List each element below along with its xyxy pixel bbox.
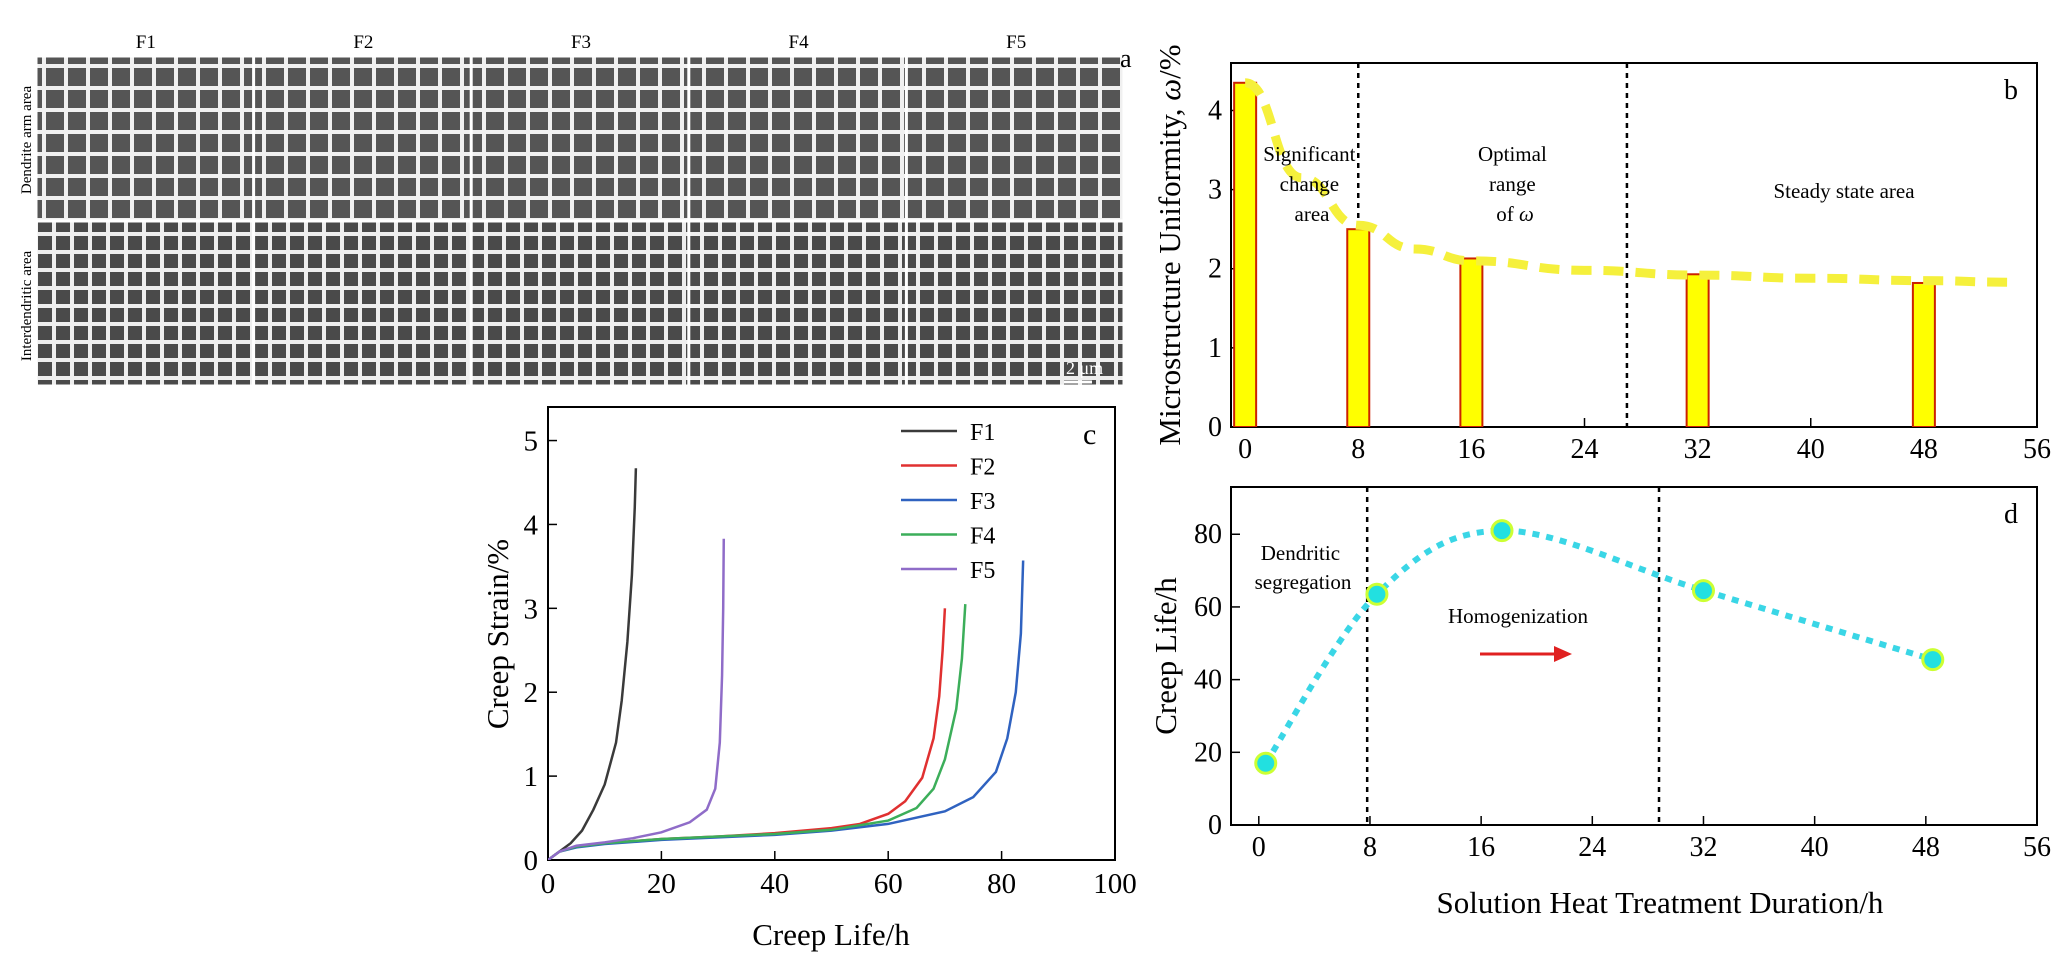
annotation-dendritic: Dendritic segregation xyxy=(1255,541,1352,594)
annotation-optimal: Optimal range of ω xyxy=(1478,142,1552,226)
y-tick-label-d: 40 xyxy=(1194,665,1222,696)
row-label-dendrite: Dendrite arm area xyxy=(19,86,35,195)
y-tick-label-d: 20 xyxy=(1194,737,1222,768)
plot-frame-d xyxy=(1230,486,2038,826)
panel-b-tag: b xyxy=(2004,75,2018,106)
data-point xyxy=(1691,579,1715,603)
data-point xyxy=(1921,648,1945,672)
annotation-homogenization: Homogenization xyxy=(1448,604,1588,628)
column-label: F3 xyxy=(571,32,591,53)
plot-frame-b xyxy=(1230,62,2038,428)
x-tick-label-d: 32 xyxy=(1689,832,1717,863)
y-tick-label-b: 4 xyxy=(1208,95,1222,126)
y-tick-label-c: 1 xyxy=(524,761,539,793)
micrograph-f4-interdendritic xyxy=(689,221,906,386)
data-point xyxy=(1365,582,1389,606)
arrow-icon xyxy=(1480,646,1572,662)
series-line-f1 xyxy=(548,468,638,860)
y-tick-label-d: 0 xyxy=(1208,810,1222,841)
x-tick-label-d: 56 xyxy=(2023,832,2051,863)
y-tick-label-b: 0 xyxy=(1208,412,1222,443)
data-point xyxy=(1490,519,1514,543)
column-label: F1 xyxy=(136,32,156,53)
legend-label: F5 xyxy=(970,558,995,584)
micrograph-f5-dendrite xyxy=(906,56,1124,221)
bar xyxy=(1459,257,1484,427)
x-tick-label-c: 80 xyxy=(987,868,1016,900)
row-label-interdendritic: Interdendritic area xyxy=(19,250,35,361)
ylabel-b: Microstructure Uniformity, ω/% xyxy=(1152,44,1187,445)
plot-frame-c xyxy=(547,406,1116,861)
y-tick-label-c: 0 xyxy=(524,845,539,877)
micrograph-f1-interdendritic xyxy=(36,221,254,386)
x-tick-label-b: 0 xyxy=(1238,434,1252,465)
micrograph-f1-dendrite xyxy=(36,56,254,221)
column-label: F5 xyxy=(1006,32,1026,53)
micrograph-f2-dendrite xyxy=(254,56,471,221)
series-line-d xyxy=(1263,527,1934,765)
column-label: F2 xyxy=(353,32,373,53)
uniformity-bar-chart: 0 8 16 24 32 40 48 56 0 1 2 3 4 b Microstructure Uni… xyxy=(1152,44,2051,465)
y-tick-label-c: 5 xyxy=(524,426,539,458)
x-tick-label-d: 0 xyxy=(1252,832,1266,863)
y-tick-label-d: 60 xyxy=(1194,592,1222,623)
annotation-steady: Steady state area xyxy=(1773,179,1915,203)
x-tick-label-c: 40 xyxy=(760,868,789,900)
y-tick-label-d: 80 xyxy=(1194,519,1222,550)
x-tick-label-d: 48 xyxy=(1912,832,1940,863)
creep-strain-chart: 0 20 40 60 80 100 0 1 2 3 4 5 F1 F2 F3 F4 F5 c Creep Li… xyxy=(480,406,1137,952)
micrograph-panel: F1 F2 F3 F4 F5 a Dendrite arm area Interdend… xyxy=(19,32,1132,386)
x-tick-label-d: 16 xyxy=(1467,832,1495,863)
legend-label: F1 xyxy=(970,420,995,446)
y-tick-label-c: 4 xyxy=(524,509,539,541)
micrograph-f3-dendrite xyxy=(471,56,689,221)
x-tick-label-c: 60 xyxy=(874,868,903,900)
x-tick-label-d: 8 xyxy=(1363,832,1377,863)
panel-c-tag: c xyxy=(1083,418,1096,451)
x-tick-label-b: 32 xyxy=(1684,434,1712,465)
legend-label: F2 xyxy=(970,455,995,481)
x-tick-label-b: 8 xyxy=(1351,434,1365,465)
creep-life-chart: 0 8 16 24 32 40 48 56 0 20 40 60 80 d Dendritic segr… xyxy=(1148,486,2051,920)
bar xyxy=(1233,81,1258,427)
y-tick-label-b: 2 xyxy=(1208,254,1222,285)
trend-line-b xyxy=(1244,78,2009,287)
legend-label: F4 xyxy=(970,524,995,550)
x-tick-label-c: 20 xyxy=(647,868,676,900)
panel-a-tag: a xyxy=(1120,44,1132,73)
column-label: F4 xyxy=(789,32,810,53)
ylabel-d: Creep Life/h xyxy=(1148,577,1183,735)
bar xyxy=(1911,281,1936,427)
ylabel-c: Creep Strain/% xyxy=(480,539,515,729)
bar xyxy=(1685,273,1710,427)
xlabel-d: Solution Heat Treatment Duration/h xyxy=(1437,885,1884,920)
legend-label: F3 xyxy=(970,489,995,515)
y-tick-label-b: 3 xyxy=(1208,175,1222,206)
y-tick-label-c: 2 xyxy=(524,677,539,709)
xlabel-c: Creep Life/h xyxy=(752,917,910,952)
annotation-significant: Significant change area xyxy=(1263,142,1360,226)
micrograph-f5-interdendritic xyxy=(906,221,1124,386)
micrograph-f3-interdendritic xyxy=(471,221,689,386)
x-tick-label-d: 40 xyxy=(1801,832,1829,863)
y-tick-label-c: 3 xyxy=(524,593,539,625)
bar xyxy=(1346,228,1371,427)
x-tick-label-b: 24 xyxy=(1571,434,1599,465)
data-point xyxy=(1254,751,1278,775)
panel-d-tag: d xyxy=(2004,499,2018,530)
y-tick-label-b: 1 xyxy=(1208,333,1222,364)
x-tick-label-b: 48 xyxy=(1910,434,1938,465)
micrograph-f4-dendrite xyxy=(689,56,906,221)
x-tick-label-b: 56 xyxy=(2023,434,2051,465)
x-tick-label-c: 0 xyxy=(541,868,556,900)
x-tick-label-d: 24 xyxy=(1578,832,1606,863)
x-tick-label-c: 100 xyxy=(1093,868,1137,900)
series-line-f5 xyxy=(548,538,726,860)
scale-bar-label: 2 μm xyxy=(1066,358,1103,378)
micrograph-f2-interdendritic xyxy=(254,221,471,386)
x-tick-label-b: 40 xyxy=(1797,434,1825,465)
x-tick-label-b: 16 xyxy=(1457,434,1485,465)
